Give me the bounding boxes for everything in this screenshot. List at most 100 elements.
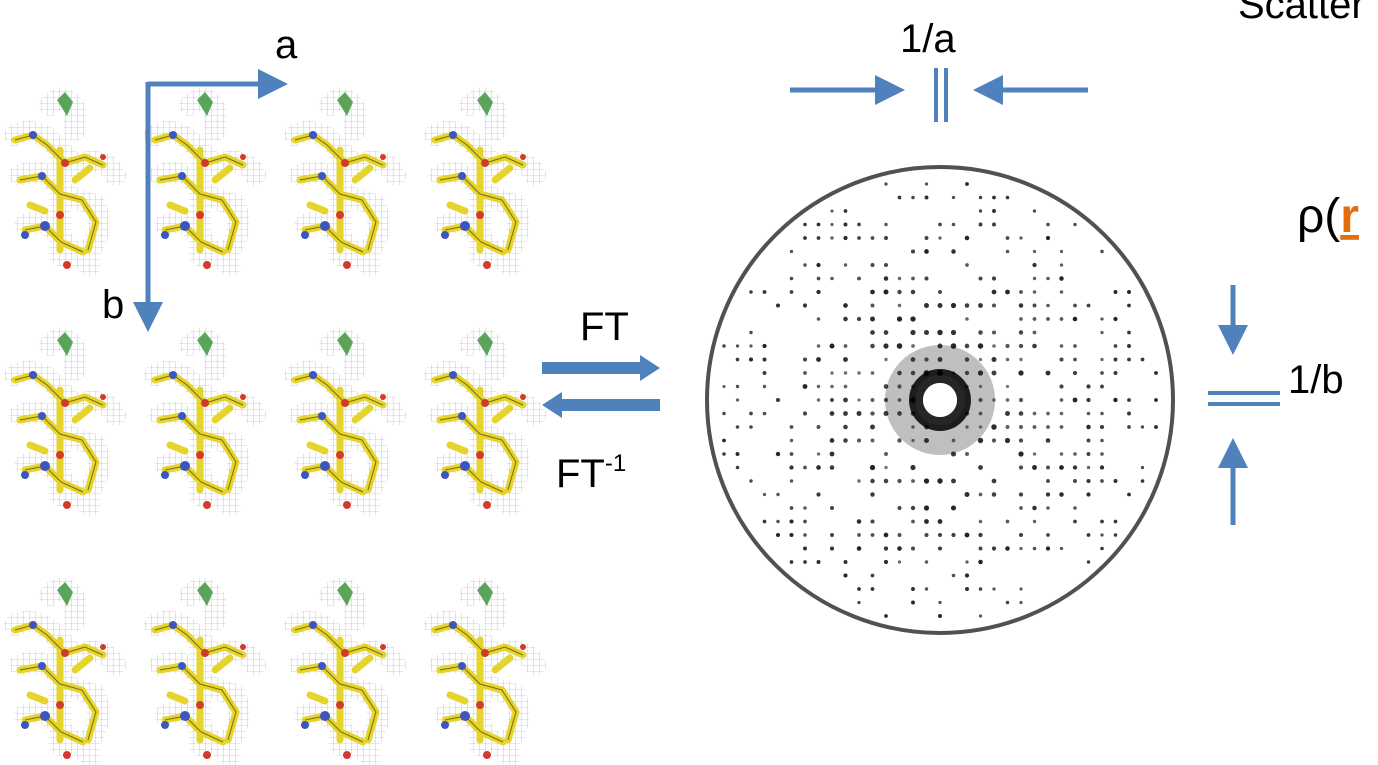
- reflection: [1100, 439, 1104, 443]
- reflection: [979, 358, 982, 361]
- reflection: [911, 277, 915, 281]
- reflection: [776, 452, 780, 456]
- heading: Scatter: [1238, 0, 1365, 27]
- reflection: [763, 520, 767, 524]
- reflection: [965, 236, 970, 241]
- reflection: [790, 290, 794, 294]
- reflection: [870, 330, 875, 335]
- reflection: [830, 236, 833, 239]
- molecule: [15, 92, 115, 269]
- reflection: [1060, 398, 1064, 402]
- reflection: [884, 182, 887, 185]
- reflection: [884, 533, 889, 538]
- reflection: [844, 344, 848, 348]
- reflection: [884, 466, 887, 469]
- reflection: [789, 465, 793, 469]
- reflection: [1046, 236, 1050, 240]
- reflection: [1006, 236, 1010, 240]
- reflection: [925, 182, 928, 185]
- reflection: [871, 533, 875, 537]
- reflection: [843, 411, 848, 416]
- reflection: [736, 385, 739, 388]
- reflection: [910, 465, 915, 470]
- reflection: [925, 236, 929, 240]
- reflection: [830, 209, 833, 212]
- ft-inverse-label: FT-1: [556, 450, 626, 496]
- reflection: [817, 344, 820, 347]
- reflection: [951, 249, 955, 253]
- reflection: [844, 223, 848, 227]
- reflection: [924, 519, 929, 524]
- reflection: [817, 425, 821, 429]
- reflection: [1019, 317, 1023, 321]
- reflection: [816, 465, 821, 470]
- reflection: [871, 263, 875, 267]
- reflection: [763, 371, 767, 375]
- reflection: [722, 439, 726, 443]
- reflection: [1033, 520, 1036, 523]
- reflection: [1073, 223, 1076, 226]
- reflection: [803, 506, 806, 509]
- reflection: [1114, 290, 1118, 294]
- reflection: [1018, 451, 1023, 456]
- reflection: [978, 303, 983, 308]
- reflection: [871, 574, 875, 578]
- reflection: [911, 520, 915, 524]
- reflection: [924, 330, 929, 335]
- reflection: [1033, 290, 1037, 294]
- reflection: [736, 358, 740, 362]
- reflection: [1100, 250, 1103, 253]
- reflection: [776, 303, 780, 307]
- reflection: [857, 533, 861, 537]
- reflection: [857, 439, 861, 443]
- reflection: [1100, 331, 1103, 334]
- reflection: [1113, 317, 1117, 321]
- reflection: [1032, 344, 1037, 349]
- reflection: [870, 411, 874, 415]
- reflection: [790, 425, 794, 429]
- reflection: [938, 303, 943, 308]
- reflection: [992, 371, 997, 376]
- reflection: [1060, 263, 1063, 266]
- molecule: [155, 92, 255, 269]
- reflection: [870, 425, 875, 430]
- reflection: [938, 614, 942, 618]
- reflection: [979, 223, 983, 227]
- reflection: [1100, 371, 1104, 375]
- reflection: [883, 343, 888, 348]
- reflection: [844, 263, 847, 266]
- reflection: [938, 546, 942, 550]
- reflection: [1100, 358, 1103, 361]
- reflection: [857, 317, 861, 321]
- reflection: [965, 587, 969, 591]
- reflection: [884, 290, 889, 295]
- reflection: [992, 587, 995, 590]
- reflection: [1019, 465, 1023, 469]
- reflection: [843, 573, 847, 577]
- reflection: [1086, 425, 1090, 429]
- reflection: [1100, 317, 1103, 320]
- reflection: [1019, 344, 1023, 348]
- reflection: [830, 546, 834, 550]
- reflection: [1046, 466, 1050, 470]
- reflection: [722, 344, 725, 347]
- reflection: [803, 411, 807, 415]
- reflection: [857, 601, 860, 604]
- reflection: [978, 465, 983, 470]
- reflection: [871, 398, 875, 402]
- reflection: [1154, 371, 1158, 375]
- reflection: [870, 519, 874, 523]
- reflection: [776, 493, 779, 496]
- reflection: [763, 412, 767, 416]
- reflection: [803, 358, 807, 362]
- reflection: [749, 425, 753, 429]
- reflection: [857, 223, 861, 227]
- reflection: [817, 236, 821, 240]
- reflection: [1141, 358, 1145, 362]
- formula-vector: r: [1340, 190, 1359, 243]
- reflection: [1073, 371, 1077, 375]
- reflection: [870, 492, 875, 497]
- reflection: [1087, 560, 1091, 564]
- reflection: [843, 398, 848, 403]
- reflection: [992, 290, 997, 295]
